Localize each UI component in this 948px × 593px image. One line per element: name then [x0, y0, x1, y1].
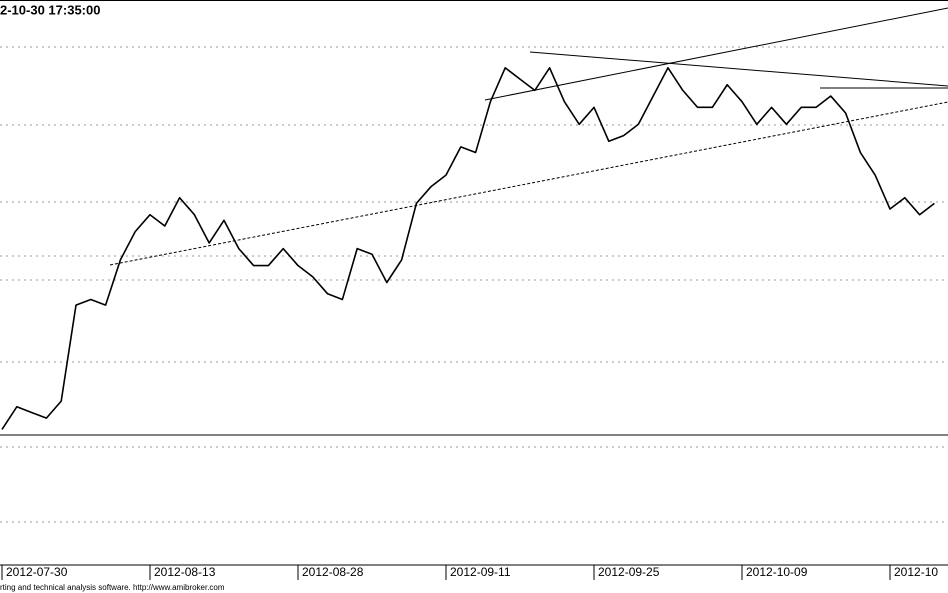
trendline	[109, 101, 948, 266]
x-tick-label: 2012-09-25	[598, 565, 660, 579]
grid	[0, 46, 948, 523]
price-line	[1, 67, 935, 430]
x-tick-label: 2012-10-09	[746, 565, 808, 579]
x-tick-label: 2012-07-30	[6, 565, 68, 579]
trendline	[484, 7, 948, 101]
x-tick-label: 2012-08-28	[302, 565, 364, 579]
trendline	[529, 51, 948, 87]
x-tick-label: 2012-09-11	[450, 565, 511, 579]
footer: rting and technical analysis software. h…	[0, 583, 225, 592]
x-tick-label: 2012-10	[894, 565, 938, 579]
trendlines	[0, 7, 948, 436]
chart-title: 2-10-30 17:35:00	[0, 2, 100, 17]
x-tick-label: 2012-08-13	[154, 565, 216, 579]
